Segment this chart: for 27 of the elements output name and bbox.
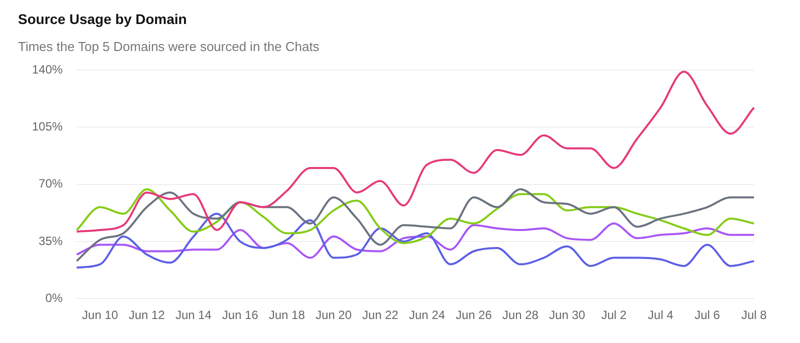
y-tick-label: 140% — [32, 62, 64, 76]
x-tick-label: Jun 12 — [128, 308, 166, 322]
x-tick-label: Jun 28 — [502, 308, 539, 322]
y-tick-label: 105% — [32, 119, 64, 134]
x-tick-label: Jun 30 — [549, 308, 586, 322]
line-series — [76, 212, 755, 269]
x-tick-label: Jul 8 — [741, 308, 767, 322]
x-tick-label: Jun 16 — [222, 308, 259, 322]
y-tick-label: 35% — [38, 234, 64, 248]
x-tick-label: Jun 14 — [175, 308, 212, 322]
x-tick-label: Jul 4 — [648, 308, 674, 322]
x-tick-label: Jul 6 — [694, 308, 720, 322]
x-tick-label: Jun 26 — [456, 308, 492, 322]
line-series — [76, 188, 755, 262]
x-tick-label: Jun 20 — [316, 308, 352, 322]
y-tick-label: 0% — [45, 290, 64, 305]
line-series — [76, 188, 755, 244]
x-tick-label: Jun 18 — [268, 308, 306, 322]
x-tick-label: Jun 22 — [362, 308, 399, 322]
x-tick-label: Jul 2 — [601, 308, 627, 322]
x-tick-label: Jun 24 — [409, 308, 446, 322]
chart-title: Source Usage by Domain — [18, 11, 187, 27]
y-tick-label: 70% — [38, 176, 64, 191]
line-series — [76, 70, 755, 233]
chart-subtitle: Times the Top 5 Domains were sourced in the Chats — [18, 39, 320, 54]
line-series — [76, 222, 755, 259]
x-tick-label: Jun 10 — [82, 308, 118, 322]
